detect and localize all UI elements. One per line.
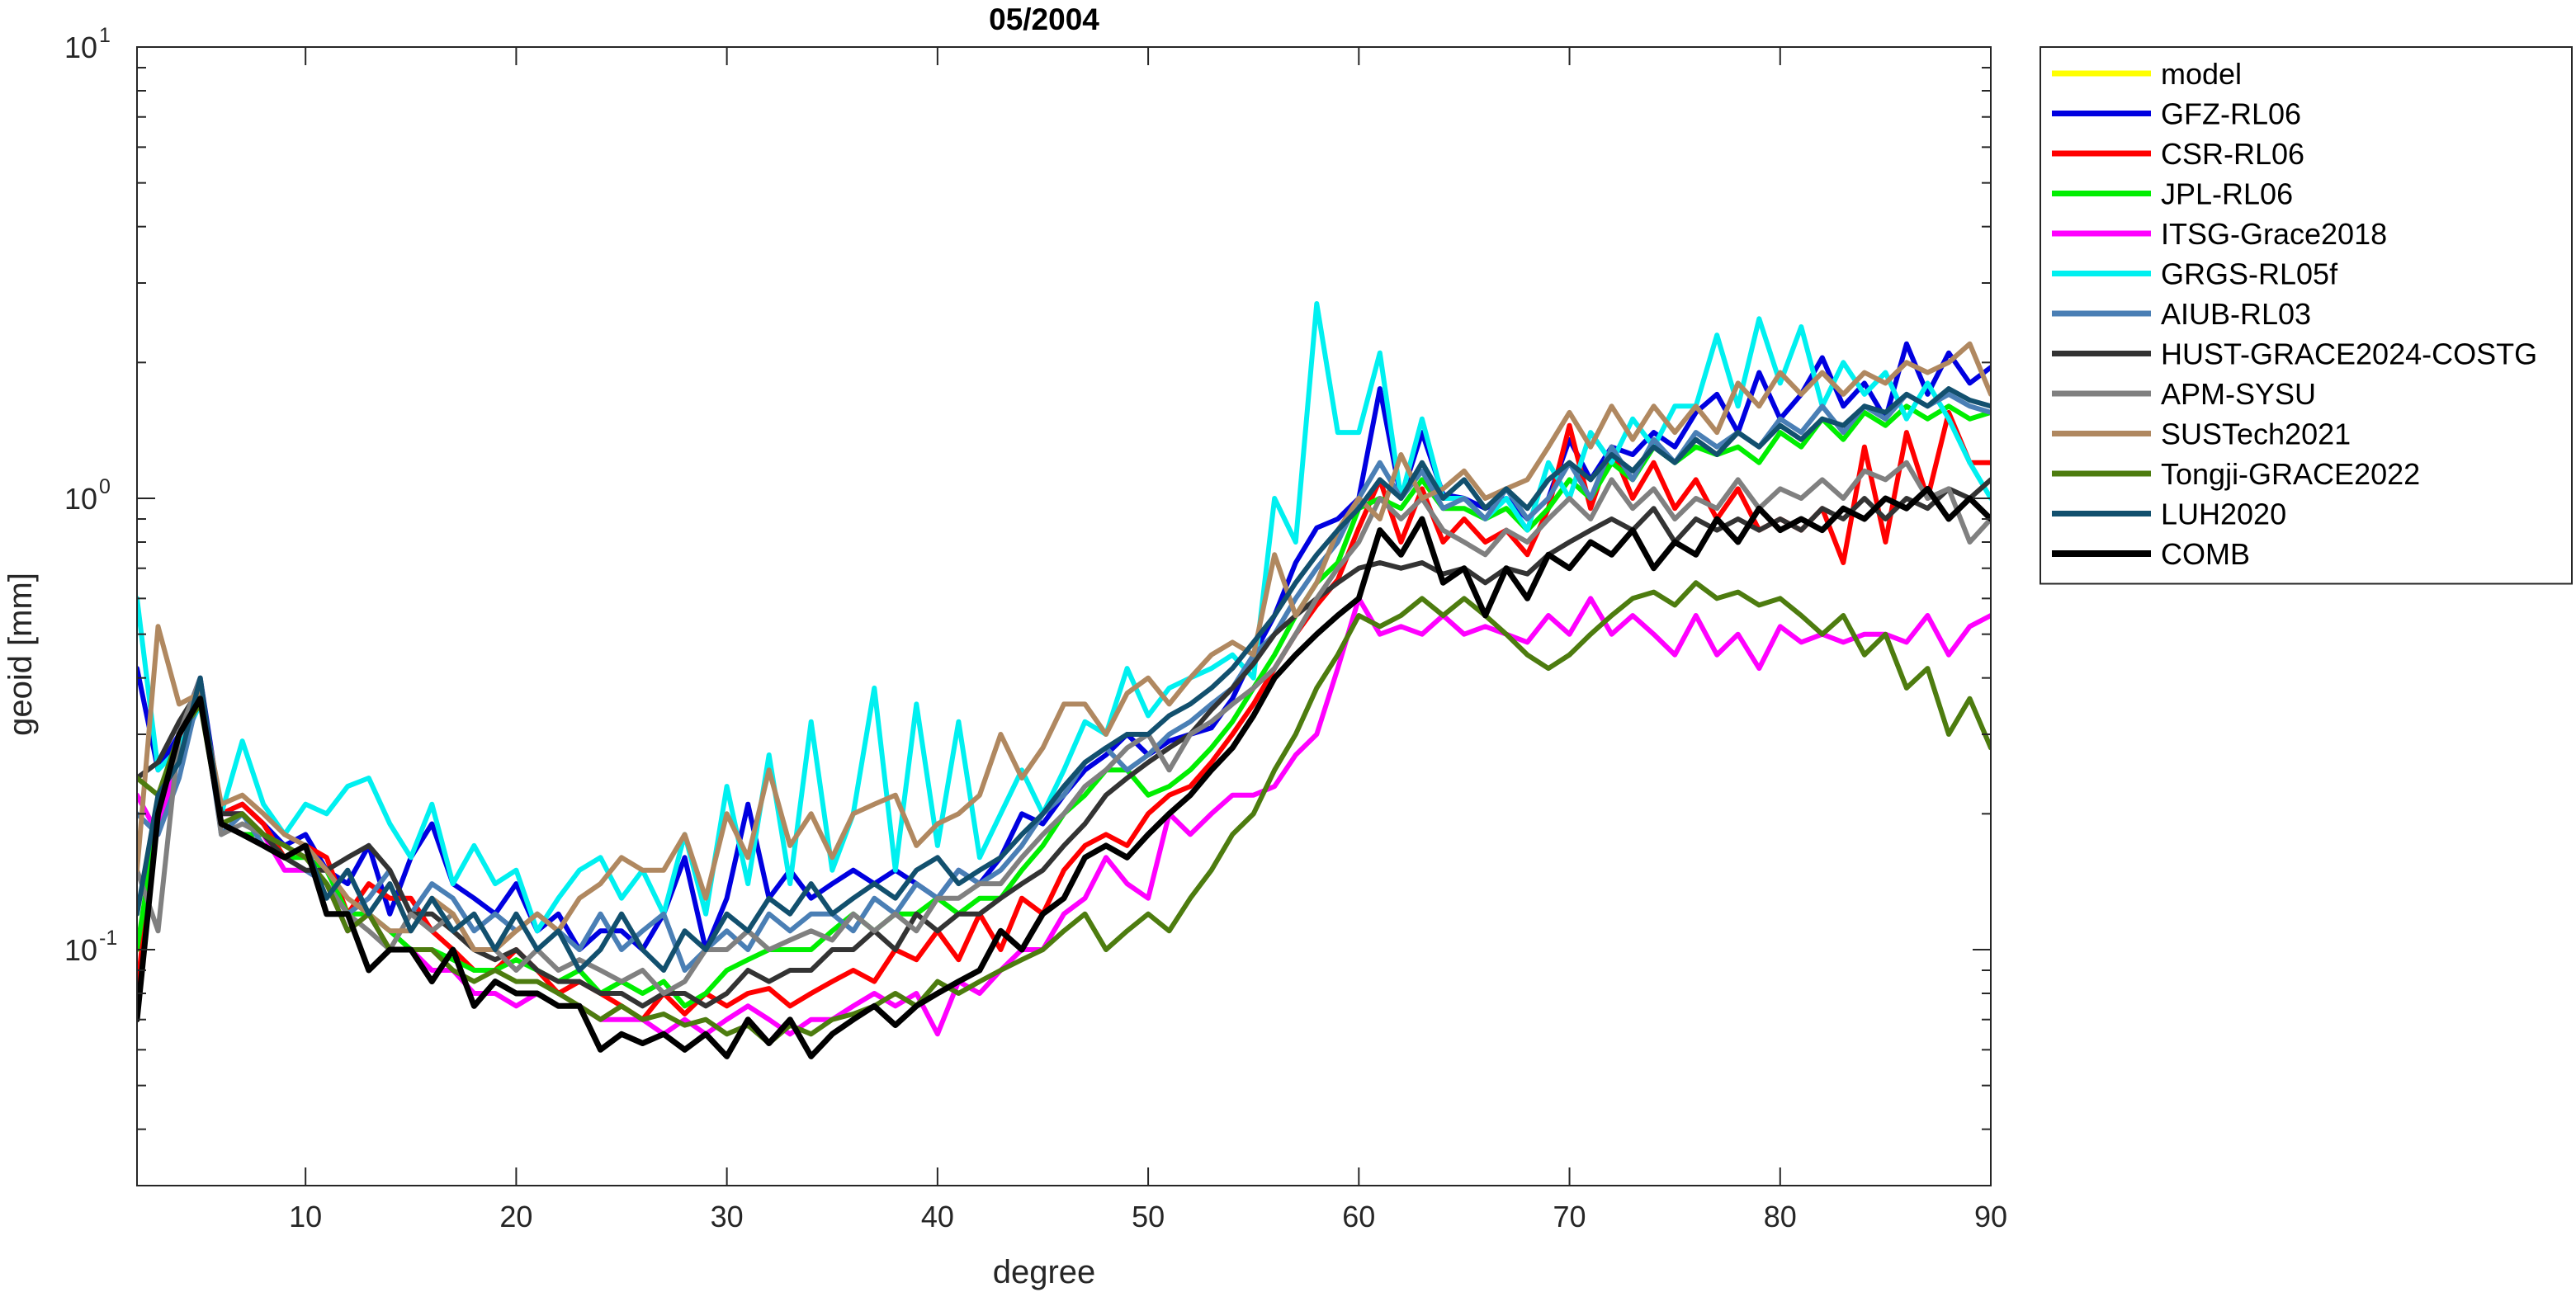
legend-label: AIUB-RL03 <box>2161 297 2311 331</box>
y-tick-label: 10 <box>64 482 97 516</box>
y-tick-label-exponent: -1 <box>99 927 117 950</box>
x-axis-label: degree <box>993 1254 1096 1290</box>
series-line-sustech2021 <box>137 341 1991 952</box>
legend-label: CSR-RL06 <box>2161 137 2304 171</box>
axes-box <box>136 46 1992 1186</box>
legend: model GFZ-RL06 CSR-RL06 JPL-RL06 ITSG-Grace2… <box>2040 46 2573 585</box>
series-line-itsg-grace2018 <box>137 596 1991 1037</box>
series-line-grgs-rl05f <box>137 301 1991 934</box>
series-line-comb <box>137 485 1991 1059</box>
x-tick-label: 80 <box>1764 1200 1797 1233</box>
y-axis-label: geoid [mm] <box>2 573 39 736</box>
legend-label: model <box>2161 57 2242 91</box>
y-tick-label: 10 <box>64 31 97 64</box>
x-tick-label: 40 <box>921 1200 954 1233</box>
x-tick-label: 60 <box>1342 1200 1375 1233</box>
y-tick-label: 10 <box>64 933 97 967</box>
chart-title: 05/2004 <box>989 2 1099 36</box>
x-tick-label: 90 <box>1974 1200 2007 1233</box>
legend-label: GFZ-RL06 <box>2161 97 2301 131</box>
y-tick-label-exponent: 0 <box>99 475 111 498</box>
legend-label: COMB <box>2161 537 2250 571</box>
legend-label: ITSG-Grace2018 <box>2161 217 2387 251</box>
legend-label: HUST-GRACE2024-COSTG <box>2161 337 2537 371</box>
legend-label: APM-SYSU <box>2161 377 2316 411</box>
series-group <box>137 301 1991 1059</box>
y-tick-label-exponent: 1 <box>99 24 111 47</box>
x-tick-label: 30 <box>711 1200 744 1233</box>
series-line-hust-grace2024-costg <box>137 477 1991 1009</box>
series-line-csr-rl06 <box>137 409 1991 1022</box>
x-tick-label: 20 <box>499 1200 532 1233</box>
legend-label: Tongji-GRACE2022 <box>2161 457 2420 491</box>
x-tick-label: 10 <box>289 1200 322 1233</box>
legend-label: GRGS-RL05f <box>2161 257 2338 291</box>
series-line-luh2020 <box>137 386 1991 973</box>
x-tick-label: 50 <box>1132 1200 1165 1233</box>
x-tick-label: 70 <box>1553 1200 1586 1233</box>
legend-label: JPL-RL06 <box>2161 177 2293 211</box>
legend-label: SUSTech2021 <box>2161 417 2351 451</box>
legend-label: LUH2020 <box>2161 498 2286 531</box>
